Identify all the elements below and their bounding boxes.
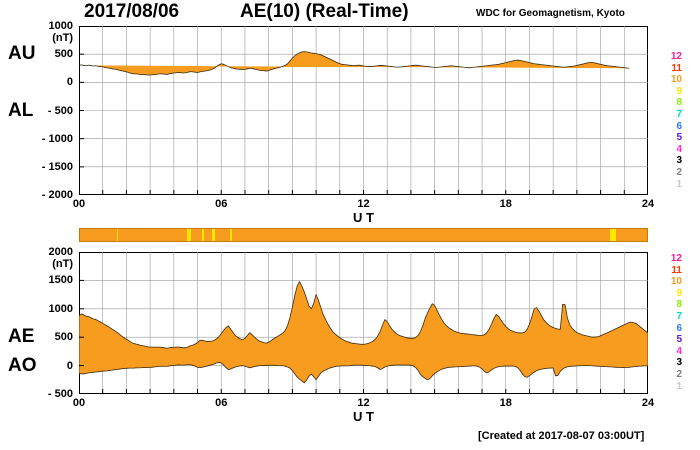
index-envelope-area bbox=[79, 51, 630, 76]
y-tick-label: 500 bbox=[54, 48, 73, 61]
created-timestamp: [Created at 2017-08-07 03:00UT] bbox=[478, 430, 645, 442]
y-axis-unit: (nT) bbox=[52, 32, 73, 44]
status-segment-level-10 bbox=[214, 229, 230, 241]
legend-item-12: 12 bbox=[670, 253, 682, 264]
y-tick-label: 500 bbox=[54, 331, 73, 344]
legend-item-12: 12 bbox=[670, 51, 682, 62]
legend-item-11: 11 bbox=[671, 62, 682, 74]
x-tick-label: 00 bbox=[72, 397, 86, 409]
status-segment-level-9 bbox=[229, 229, 233, 241]
y-tick-label: - 500 bbox=[47, 388, 73, 400]
upper-series-label: AU bbox=[8, 43, 36, 65]
legend-item-10: 10 bbox=[670, 74, 682, 86]
legend-item-5: 5 bbox=[676, 132, 682, 144]
legend-item-9: 9 bbox=[676, 85, 682, 97]
y-tick-label: - 2000 bbox=[41, 189, 73, 201]
y-tick-label: - 500 bbox=[47, 104, 73, 117]
x-tick-label: 12 bbox=[357, 397, 370, 409]
lower-series-label: AL bbox=[8, 99, 34, 121]
x-tick-label: 18 bbox=[499, 198, 512, 210]
legend-item-7: 7 bbox=[676, 310, 682, 322]
y-tick-label: 0 bbox=[66, 359, 73, 372]
x-tick-label: 18 bbox=[499, 397, 512, 409]
legend-item-7: 7 bbox=[676, 108, 682, 120]
y-tick-label: 1000 bbox=[48, 302, 73, 315]
x-tick-label: 24 bbox=[641, 198, 655, 210]
status-segment-level-9 bbox=[116, 229, 119, 241]
status-segment-level-10 bbox=[616, 229, 647, 241]
legend-item-4: 4 bbox=[676, 345, 682, 357]
plot-canvas bbox=[79, 252, 648, 394]
status-segment-level-9 bbox=[187, 229, 192, 241]
y-tick-label: - 1000 bbox=[41, 132, 73, 145]
legend-item-6: 6 bbox=[676, 120, 682, 132]
station-availability-bar bbox=[79, 228, 648, 242]
legend-item-2: 2 bbox=[676, 166, 682, 178]
legend-item-3: 3 bbox=[676, 357, 682, 369]
legend-item-1: 1 bbox=[676, 380, 682, 392]
y-axis-unit: (nT) bbox=[52, 258, 73, 270]
legend-item-3: 3 bbox=[676, 155, 682, 167]
legend-item-2: 2 bbox=[676, 368, 682, 380]
x-tick-label: 06 bbox=[215, 397, 228, 409]
status-segment-level-9 bbox=[610, 229, 617, 241]
index-envelope-area bbox=[79, 281, 648, 384]
legend-item-4: 4 bbox=[676, 143, 682, 155]
status-segment-level-9 bbox=[212, 229, 215, 241]
legend-item-8: 8 bbox=[676, 97, 682, 109]
y-tick-label: 1000 bbox=[48, 20, 73, 32]
color-scale-legend: 12 11 10 9 8 7 6 5 4 3 2 1 bbox=[660, 52, 682, 191]
legend-item-1: 1 bbox=[676, 178, 682, 190]
y-tick-label: 0 bbox=[66, 76, 73, 89]
status-segment-level-10 bbox=[204, 229, 213, 241]
page-title: AE(10) (Real-Time) bbox=[240, 1, 409, 22]
x-tick-label: 06 bbox=[215, 198, 228, 210]
y-tick-label: 2000 bbox=[48, 246, 73, 258]
x-axis-title: U T bbox=[353, 409, 374, 424]
x-tick-label: 12 bbox=[357, 198, 370, 210]
legend-item-10: 10 bbox=[670, 276, 682, 288]
observation-date: 2017/08/06 bbox=[84, 1, 180, 22]
x-tick-label: 24 bbox=[641, 397, 655, 409]
y-tick-label: - 1500 bbox=[41, 160, 73, 173]
x-tick-label: 00 bbox=[72, 198, 86, 210]
legend-item-8: 8 bbox=[676, 299, 682, 311]
color-scale-legend: 12 11 10 9 8 7 6 5 4 3 2 1 bbox=[660, 254, 682, 393]
status-segment-level-10 bbox=[118, 229, 188, 241]
legend-item-9: 9 bbox=[676, 287, 682, 299]
status-segment-level-10 bbox=[232, 229, 611, 241]
lower-series-label: AO bbox=[8, 354, 37, 376]
page-header: 2017/08/06 AE(10) (Real-Time) WDC for Ge… bbox=[0, 0, 700, 26]
legend-item-11: 11 bbox=[671, 264, 682, 276]
status-segment-level-9 bbox=[202, 229, 205, 241]
status-segment-level-10 bbox=[191, 229, 203, 241]
status-segment-level-10 bbox=[80, 229, 117, 241]
legend-item-5: 5 bbox=[676, 334, 682, 346]
x-axis-title: U T bbox=[353, 210, 374, 225]
data-source-credit: WDC for Geomagnetism, Kyoto bbox=[476, 8, 625, 19]
legend-item-6: 6 bbox=[676, 322, 682, 334]
upper-series-label: AE bbox=[8, 326, 35, 348]
y-tick-label: 1500 bbox=[48, 274, 73, 287]
plot-canvas bbox=[79, 26, 648, 195]
